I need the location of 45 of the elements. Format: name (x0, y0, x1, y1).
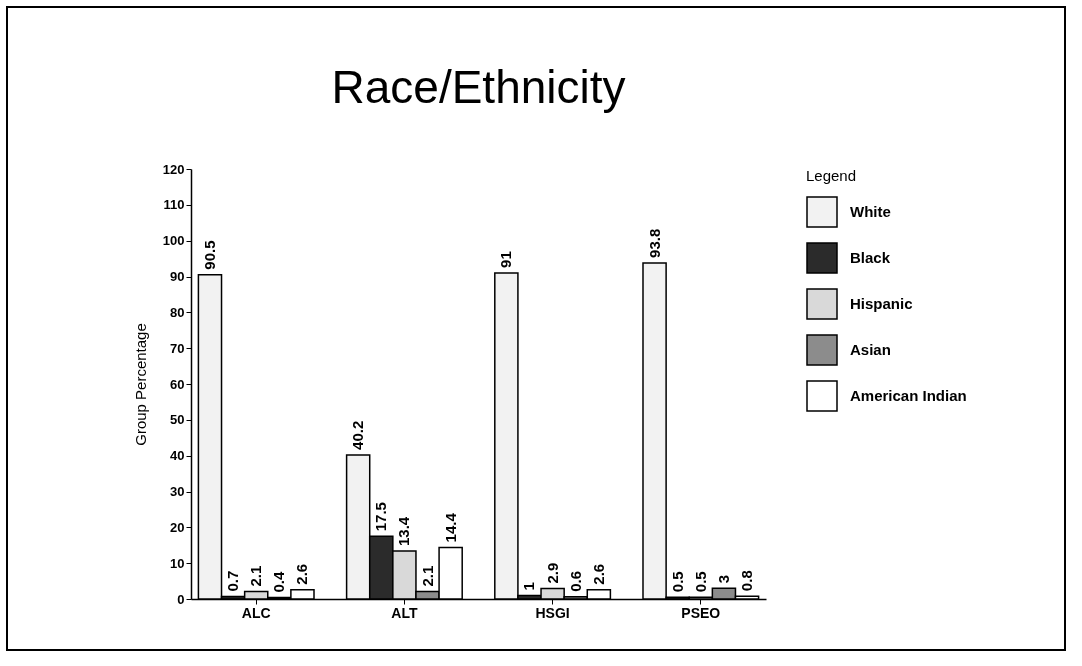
data-label: 0.7 (224, 570, 242, 592)
y-tick-label: 30 (170, 484, 185, 499)
legend-label: Asian (850, 341, 891, 358)
data-label: 3 (714, 574, 732, 584)
y-tick-label: 0 (177, 591, 185, 607)
y-tick-label: 100 (162, 233, 185, 249)
y-tick-label: 90 (170, 269, 185, 284)
data-label: 0.5 (691, 571, 709, 593)
data-label: 17.5 (372, 502, 390, 532)
data-label: 0.5 (668, 571, 686, 593)
y-tick-label: 20 (170, 519, 185, 535)
data-label: 93.8 (645, 228, 663, 258)
data-label: 14.4 (441, 512, 459, 543)
data-label: 2.1 (418, 565, 436, 587)
data-label: 2.1 (247, 565, 265, 587)
y-tick-label: 40 (170, 448, 185, 464)
y-tick-label: 70 (170, 340, 185, 356)
x-tick-label: PSEO (681, 604, 721, 621)
y-tick-label: 60 (170, 376, 185, 392)
x-tick-label: ALC (241, 604, 271, 621)
chart-title: Race/Ethnicity (331, 61, 626, 113)
data-label: 2.6 (589, 563, 607, 585)
legend-label: Black (850, 249, 891, 266)
data-label: 0.6 (566, 570, 584, 592)
data-label: 1 (520, 582, 538, 591)
legend-label: American Indian (850, 387, 967, 404)
data-label: 0.8 (738, 570, 756, 592)
data-label: 40.2 (349, 420, 367, 450)
y-axis-title: Group Percentage (131, 323, 149, 446)
data-label: 2.9 (543, 562, 561, 584)
legend-label: White (850, 203, 891, 220)
y-tick-label: 120 (162, 161, 185, 177)
data-label: 13.4 (395, 516, 413, 546)
data-label: 90.5 (200, 240, 218, 270)
y-tick-label: 80 (170, 304, 185, 320)
legend-title: Legend (806, 167, 857, 184)
y-tick-label: 50 (170, 412, 185, 428)
legend-label: Hispanic (850, 295, 913, 312)
x-tick-label: HSGI (535, 604, 570, 621)
x-tick-label: ALT (391, 604, 418, 621)
data-label: 91 (497, 251, 515, 268)
y-tick-label: 10 (170, 555, 185, 571)
data-label: 2.6 (293, 563, 311, 585)
y-tick-label: 110 (163, 197, 185, 213)
data-label: 0.4 (270, 571, 288, 593)
